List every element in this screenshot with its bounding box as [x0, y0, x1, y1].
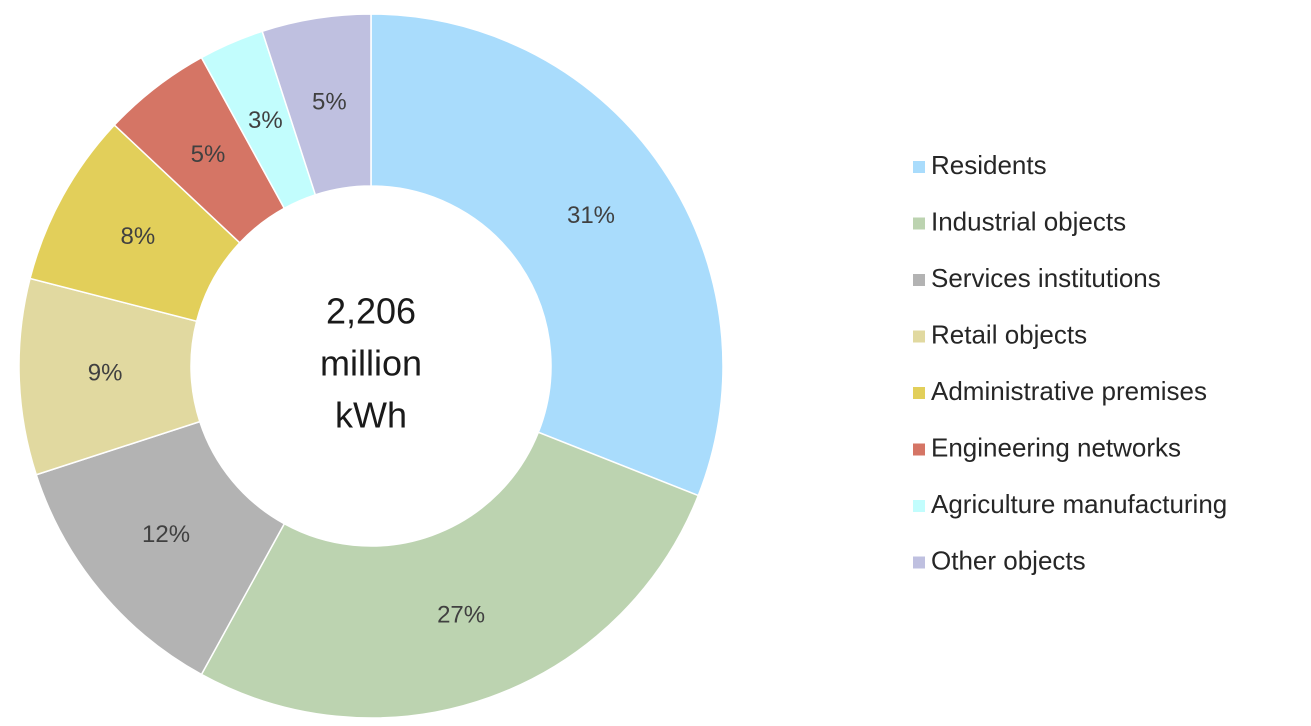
- donut-slice: [200, 431, 700, 719]
- legend-label: Agriculture manufacturing: [931, 489, 1227, 519]
- center-text: 2,206: [326, 291, 416, 332]
- legend-swatch: [913, 217, 925, 230]
- legend-swatch: [913, 161, 925, 173]
- legend-label: Services institutions: [931, 263, 1161, 293]
- data-label: 3%: [248, 107, 283, 134]
- legend-swatch: [913, 330, 925, 343]
- center-text: kWh: [335, 395, 407, 436]
- data-label: 9%: [88, 360, 123, 387]
- legend-label: Retail objects: [931, 319, 1087, 349]
- legend-label: Engineering networks: [931, 432, 1181, 462]
- legend-label: Residents: [931, 150, 1047, 180]
- center-text: million: [320, 343, 422, 384]
- donut-slice: [261, 13, 372, 196]
- data-label: 12%: [142, 521, 190, 548]
- data-label: 5%: [312, 89, 347, 116]
- legend-swatch: [913, 387, 925, 399]
- legend-label: Administrative premises: [931, 376, 1207, 406]
- donut-slice: [370, 13, 724, 497]
- data-label: 8%: [121, 223, 156, 250]
- legend-swatch: [913, 274, 925, 286]
- legend-swatch: [913, 443, 925, 456]
- data-label: 5%: [191, 141, 226, 168]
- legend-swatch: [913, 500, 925, 512]
- legend-label: Industrial objects: [931, 206, 1126, 236]
- legend-swatch: [913, 556, 925, 569]
- data-label: 31%: [567, 202, 615, 229]
- legend-label: Other objects: [931, 545, 1086, 575]
- data-label: 27%: [437, 602, 485, 629]
